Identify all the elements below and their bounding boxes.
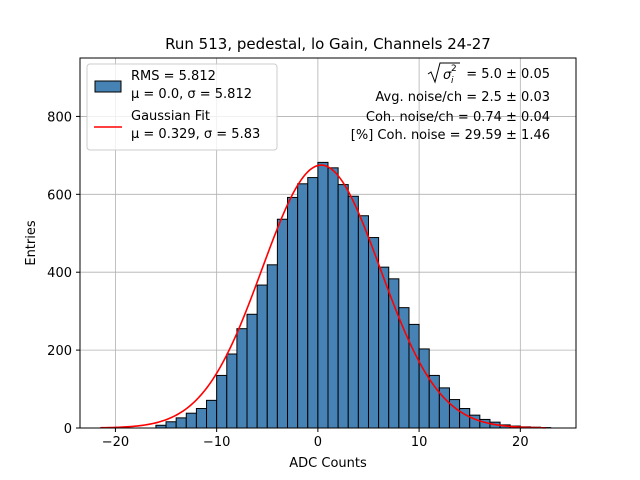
x-tick-label: 0 (314, 435, 322, 450)
histogram-bar (327, 167, 339, 429)
y-tick-label: 0 (64, 422, 72, 437)
annotation-total-noise: = 5.0 ± 0.05 (466, 67, 550, 82)
histogram-bar (317, 161, 329, 429)
histogram-bar (398, 307, 410, 429)
gaussian-fit-line (100, 164, 546, 429)
annotation-coh-noise: Coh. noise/ch = 0.74 ± 0.04 (366, 110, 550, 125)
gaussian-fit-curve (100, 164, 546, 429)
histogram-bar (185, 412, 197, 429)
histogram-bar (175, 417, 187, 429)
histogram-bar (226, 353, 238, 429)
legend-histogram-label: RMS = 5.812 (131, 69, 216, 84)
histogram-bar (165, 421, 177, 429)
histogram-bar (357, 215, 369, 429)
y-tick-label: 400 (47, 266, 72, 281)
y-tick-label: 800 (47, 110, 72, 125)
histogram-bar (256, 284, 268, 429)
histogram-bar (206, 399, 218, 429)
noise-annotations: σ i 2 = 5.0 ± 0.05 Avg. noise/ch = 2.5 ±… (351, 62, 550, 143)
histogram-bar (428, 374, 440, 429)
legend-fit-label: Gaussian Fit (131, 109, 210, 124)
x-tick-label: −10 (203, 435, 230, 450)
histogram-bar (216, 374, 228, 429)
histogram-bar (246, 313, 258, 429)
histogram-bar (378, 266, 390, 429)
legend-box (86, 63, 278, 151)
histogram-bar (337, 184, 349, 429)
annotation-avg-noise: Avg. noise/ch = 2.5 ± 0.03 (375, 90, 550, 105)
annotation-coh-noise-percent: [%] Coh. noise = 29.59 ± 1.46 (351, 128, 550, 143)
histogram-bar (347, 195, 359, 429)
histogram-bar (276, 218, 289, 429)
histogram-bar (307, 177, 319, 429)
histogram-bar (408, 323, 420, 429)
x-tick-label: −20 (102, 435, 129, 450)
legend-fit-stats: μ = 0.329, σ = 5.83 (131, 127, 260, 142)
svg-text:2: 2 (451, 64, 457, 74)
histogram-bar (287, 196, 299, 429)
svg-text:σ: σ (443, 68, 452, 83)
histogram-bar (367, 237, 380, 429)
sigma-sqrt-symbol: σ i 2 (427, 62, 460, 86)
y-tick-label: 600 (47, 188, 72, 203)
legend-histogram-stats: μ = 0.0, σ = 5.812 (131, 87, 252, 102)
y-tick-label: 200 (47, 344, 72, 359)
histogram-bar (195, 408, 208, 429)
svg-text:i: i (451, 76, 454, 86)
x-tick-label: 20 (512, 435, 529, 450)
chart-title: Run 513, pedestal, lo Gain, Channels 24-… (165, 35, 491, 53)
plot-frame (79, 57, 577, 429)
y-axis-label: Entries (24, 220, 39, 266)
histogram-bar (297, 183, 309, 429)
histogram-bar (236, 328, 248, 429)
legend: RMS = 5.812 μ = 0.0, σ = 5.812 Gaussian … (86, 63, 278, 151)
x-axis-label: ADC Counts (289, 456, 367, 471)
histogram-bar (266, 264, 278, 429)
histogram-bars (155, 161, 552, 429)
x-tick-label: 10 (411, 435, 428, 450)
histogram-bar (418, 348, 430, 429)
legend-histogram-swatch (94, 80, 122, 93)
histogram-bar (388, 278, 400, 429)
